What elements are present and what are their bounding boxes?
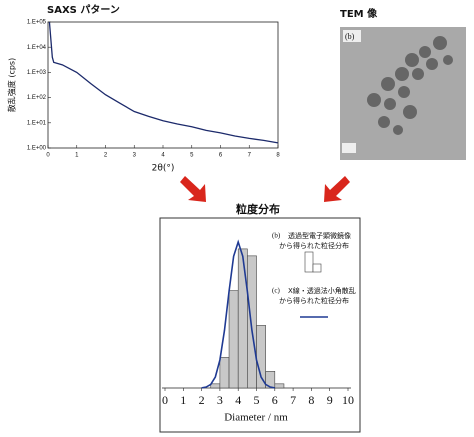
tem-label: (b) xyxy=(345,32,355,41)
bar xyxy=(256,325,266,389)
x-tick-label: 3 xyxy=(133,153,137,159)
bar xyxy=(219,357,230,389)
legend-text: 透過型電子顕微鏡像 xyxy=(288,231,351,240)
hist-x-label: Diameter / nm xyxy=(224,412,288,424)
y-tick-label: 1.E+05 xyxy=(27,20,47,26)
y-tick-label: 1.E+04 xyxy=(27,45,47,51)
x-tick-label: 8 xyxy=(308,393,314,407)
legend-tag: (c) xyxy=(272,287,280,295)
y-tick-label: 1.E+00 xyxy=(27,146,47,152)
x-tick-label: 4 xyxy=(161,153,165,159)
bar xyxy=(237,248,248,389)
saxs-y-label: 散乱強度 (cps) xyxy=(7,58,17,112)
x-tick-label: 7 xyxy=(248,153,252,159)
legend-text: から得られた粒径分布 xyxy=(279,296,349,305)
fit-curve xyxy=(201,239,275,389)
legend-swatch xyxy=(304,251,314,273)
x-tick-label: 5 xyxy=(190,153,194,159)
saxs-title: SAXS パターン xyxy=(47,4,120,16)
x-tick-label: 7 xyxy=(290,393,296,407)
hist-title: 粒度分布 xyxy=(236,202,280,216)
x-tick-label: 10 xyxy=(342,393,354,407)
bar xyxy=(247,255,257,389)
tem-title: TEM 像 xyxy=(340,7,378,20)
x-tick-label: 2 xyxy=(199,393,205,407)
x-tick-label: 1 xyxy=(75,153,79,159)
x-tick-label: 1 xyxy=(180,393,186,407)
saxs-curve xyxy=(48,21,279,144)
arrow xyxy=(180,176,206,202)
x-tick-label: 4 xyxy=(235,393,241,407)
bar xyxy=(274,383,285,389)
x-tick-label: 2 xyxy=(104,153,108,159)
histogram-frame xyxy=(159,217,361,433)
x-tick-label: 8 xyxy=(276,153,280,159)
y-tick-label: 1.E+03 xyxy=(27,70,47,76)
saxs-x-label: 2θ(°) xyxy=(152,164,175,174)
y-tick-label: 1.E+02 xyxy=(27,95,47,101)
legend-tag: (b) xyxy=(272,232,281,240)
bar xyxy=(228,290,239,389)
arrow xyxy=(324,176,350,202)
bar xyxy=(265,371,276,389)
legend-swatch xyxy=(312,263,322,273)
x-tick-label: 6 xyxy=(219,153,223,159)
x-tick-label: 6 xyxy=(272,393,278,407)
legend-text: X線・透過法小角散乱 xyxy=(288,286,356,295)
plot-frame xyxy=(47,21,279,149)
x-tick-label: 5 xyxy=(254,393,260,407)
tem-image xyxy=(340,27,466,160)
x-tick-label: 0 xyxy=(46,153,50,159)
bar xyxy=(210,383,221,389)
x-tick-label: 9 xyxy=(327,393,333,407)
legend-text: から得られた粒径分布 xyxy=(279,241,349,250)
x-tick-label: 0 xyxy=(162,393,168,407)
x-tick-label: 3 xyxy=(217,393,223,407)
y-tick-label: 1.E+01 xyxy=(27,120,47,126)
